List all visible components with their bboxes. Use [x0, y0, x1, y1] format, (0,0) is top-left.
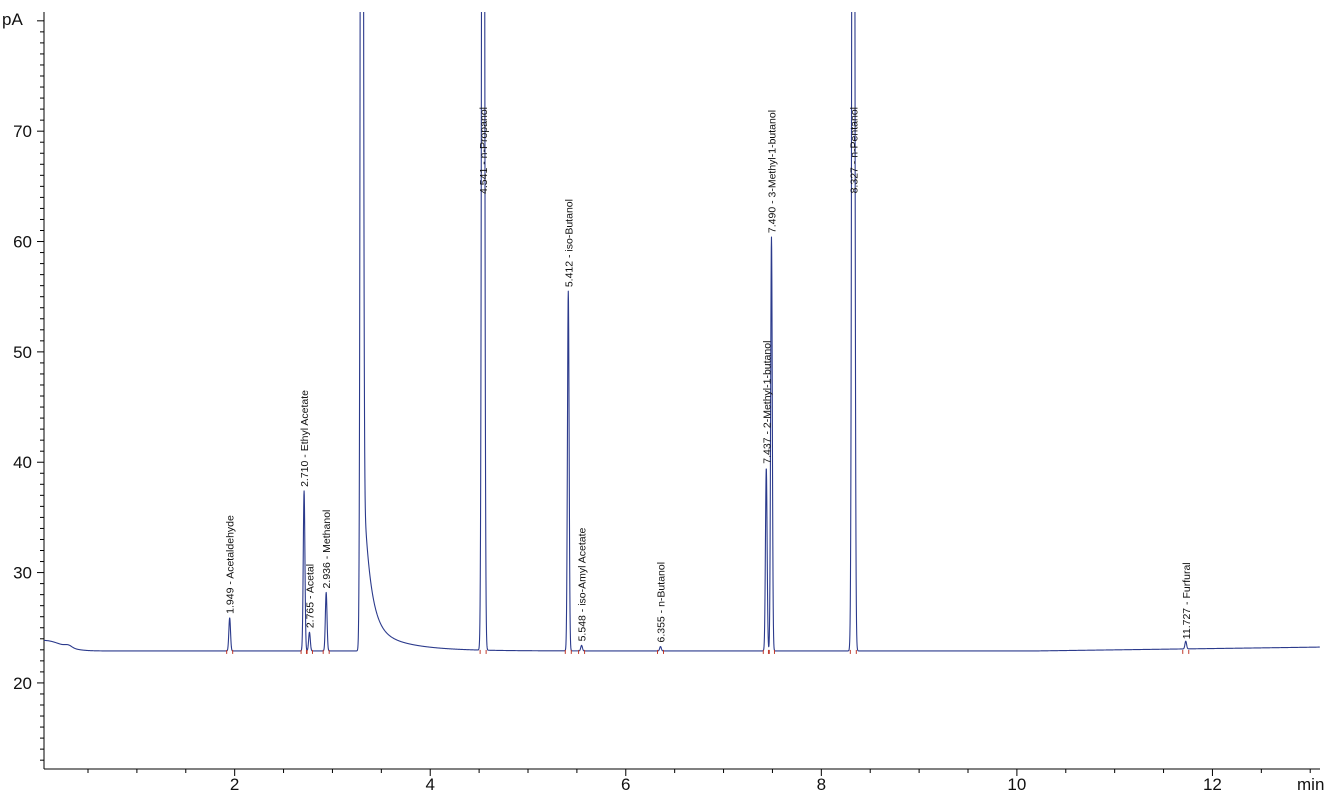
- peak-label: 7.437 - 2-Methyl-1-butanol: [761, 341, 773, 464]
- y-tick-label: 60: [13, 233, 32, 252]
- peak-label: 2.765 - Acetal: [304, 564, 316, 628]
- y-tick-label: 20: [13, 674, 32, 693]
- peak-label: 7.490 - 3-Methyl-1-butanol: [766, 110, 778, 233]
- peak-label: 5.412 - iso-Butanol: [563, 199, 575, 287]
- peak-label: 4.541 - n-Propanol: [478, 107, 490, 194]
- x-unit-label: min: [1297, 775, 1324, 794]
- peak-label: 8.327 - n-Pentanol: [848, 107, 860, 193]
- x-tick-label: 6: [621, 775, 630, 794]
- y-unit-label: pA: [2, 10, 23, 29]
- x-tick-label: 10: [1007, 775, 1026, 794]
- y-tick-label: 30: [13, 564, 32, 583]
- x-tick-label: 8: [817, 775, 826, 794]
- y-tick-label: 40: [13, 453, 32, 472]
- x-tick-label: 2: [230, 775, 239, 794]
- peak-label: 2.936 - Methanol: [321, 510, 333, 589]
- y-tick-label: 70: [13, 122, 32, 141]
- chromatogram-trace: [44, 12, 1320, 652]
- peak-label: 6.355 - n-Butanol: [655, 562, 667, 643]
- peak-label: 5.548 - iso-Amyl Acetate: [577, 527, 589, 641]
- peak-label: 11.727 - Furfural: [1181, 562, 1193, 639]
- y-tick-label: 50: [13, 343, 32, 362]
- peak-label: 1.949 - Acetaldehyde: [225, 515, 237, 614]
- peak-label: 2.710 - Ethyl Acetate: [299, 390, 311, 487]
- x-tick-label: 12: [1203, 775, 1222, 794]
- x-tick-label: 4: [425, 775, 434, 794]
